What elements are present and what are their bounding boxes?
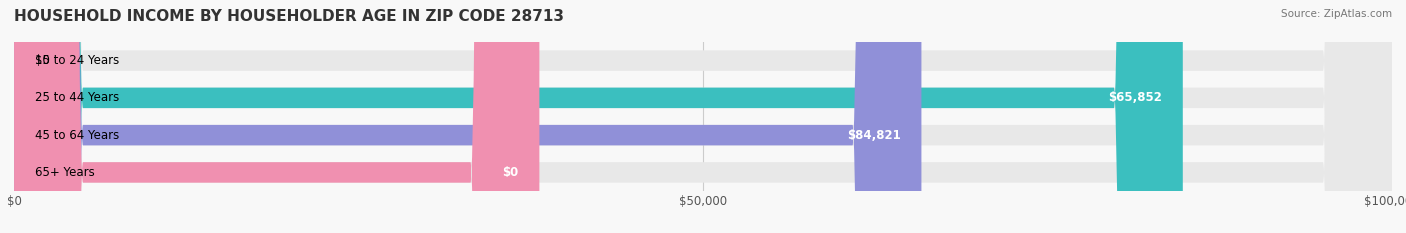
FancyBboxPatch shape	[14, 0, 1392, 233]
FancyBboxPatch shape	[14, 0, 1392, 233]
FancyBboxPatch shape	[14, 0, 921, 233]
Text: HOUSEHOLD INCOME BY HOUSEHOLDER AGE IN ZIP CODE 28713: HOUSEHOLD INCOME BY HOUSEHOLDER AGE IN Z…	[14, 9, 564, 24]
Text: $0: $0	[502, 166, 519, 179]
Text: $0: $0	[35, 54, 49, 67]
Text: 65+ Years: 65+ Years	[35, 166, 94, 179]
Text: Source: ZipAtlas.com: Source: ZipAtlas.com	[1281, 9, 1392, 19]
FancyBboxPatch shape	[14, 0, 1392, 233]
Text: $65,852: $65,852	[1108, 91, 1163, 104]
FancyBboxPatch shape	[14, 0, 1182, 233]
Text: 45 to 64 Years: 45 to 64 Years	[35, 129, 120, 142]
Text: 25 to 44 Years: 25 to 44 Years	[35, 91, 120, 104]
Text: $84,821: $84,821	[846, 129, 901, 142]
FancyBboxPatch shape	[14, 0, 540, 233]
FancyBboxPatch shape	[14, 0, 1392, 233]
Text: 15 to 24 Years: 15 to 24 Years	[35, 54, 120, 67]
